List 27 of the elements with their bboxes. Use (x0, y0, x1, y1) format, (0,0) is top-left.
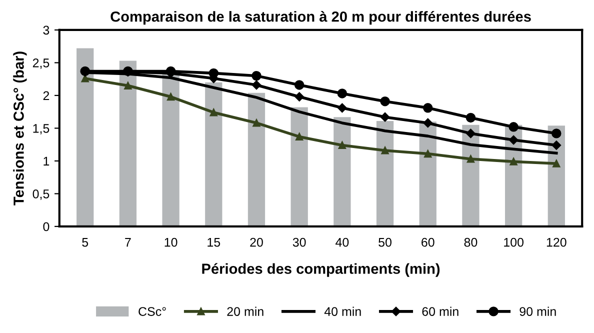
x-tick-label: 60 (422, 238, 434, 247)
x-tick-label: 40 (336, 238, 349, 247)
x-tick-label: 50 (378, 238, 392, 247)
y-tick-label: 2 (43, 91, 50, 100)
x-tick-label: 20 (250, 238, 263, 247)
x-axis-title: Périodes des compartiments (min) (202, 263, 440, 277)
legend-label: 90 min (520, 306, 556, 316)
x-tick-label: 30 (292, 238, 306, 247)
y-tick-label: 0 (43, 222, 50, 232)
chart-title: Comparaison de la saturation à 20 m pour différentes durées (110, 10, 531, 25)
x-tick-label: 15 (208, 238, 220, 247)
x-tick-label: 5 (82, 238, 88, 247)
y-tick-label: 1,5 (33, 124, 50, 134)
legend-label: 40 min (324, 306, 361, 316)
x-tick-label: 10 (164, 238, 178, 247)
y-tick-label: 1 (44, 156, 50, 166)
y-axis-title: Tensions et CSc° (bar) (13, 52, 27, 206)
y-tick-label: 3 (43, 26, 50, 35)
x-tick-label: 120 (546, 238, 566, 247)
y-tick-label: 2,5 (32, 58, 50, 69)
legend-label: CSc° (138, 307, 166, 316)
y-tick-label: 0,5 (32, 189, 50, 200)
legend-label: 20 min (227, 306, 264, 316)
x-tick-label: 80 (464, 238, 478, 247)
legend-label: 60 min (422, 306, 458, 316)
x-tick-label: 7 (125, 238, 131, 247)
x-tick-label: 100 (504, 238, 524, 247)
